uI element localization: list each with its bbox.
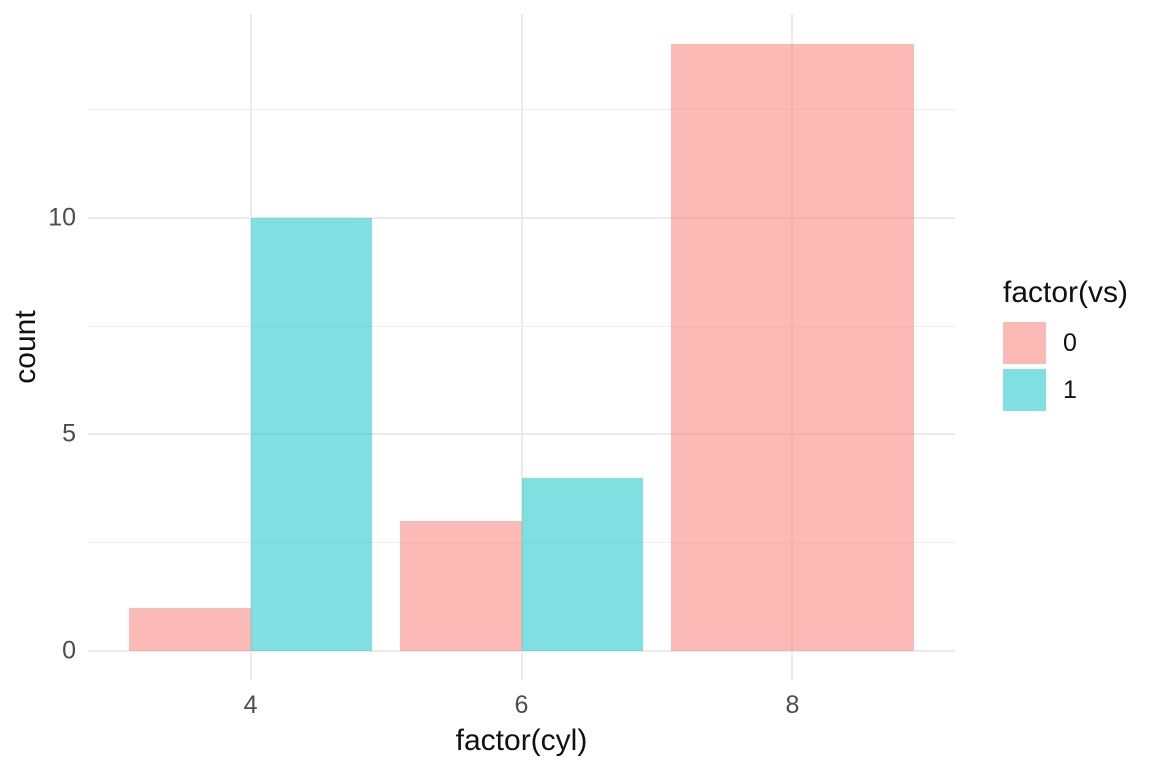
legend-key-1: 1 — [1003, 369, 1128, 411]
x-axis-tick-label: 6 — [514, 691, 529, 719]
y-axis-title: count — [9, 310, 42, 384]
x-axis-title: factor(cyl) — [455, 724, 588, 757]
legend-swatch-0 — [1003, 322, 1046, 364]
bar-cyl8-vs0 — [670, 44, 915, 651]
y-axis-tick-label: 10 — [48, 203, 76, 232]
bar-cyl4-vs1 — [250, 217, 373, 651]
legend-title: factor(vs) — [1003, 276, 1129, 309]
x-axis-tick-label: 4 — [243, 691, 258, 719]
gridline-major-vertical — [520, 14, 523, 680]
y-axis-tick-label: 0 — [62, 636, 76, 665]
y-axis-tick-label: 5 — [62, 419, 76, 448]
bar-cyl6-vs1 — [521, 477, 644, 651]
legend-label-0: 0 — [1063, 328, 1077, 357]
legend-label-1: 1 — [1063, 375, 1077, 404]
legend-key-0: 0 — [1003, 322, 1128, 364]
legend-swatch-1 — [1003, 369, 1046, 411]
bar-cyl4-vs0 — [128, 607, 251, 651]
x-axis-tick-label: 8 — [785, 691, 800, 719]
bar-cyl6-vs0 — [399, 521, 522, 651]
